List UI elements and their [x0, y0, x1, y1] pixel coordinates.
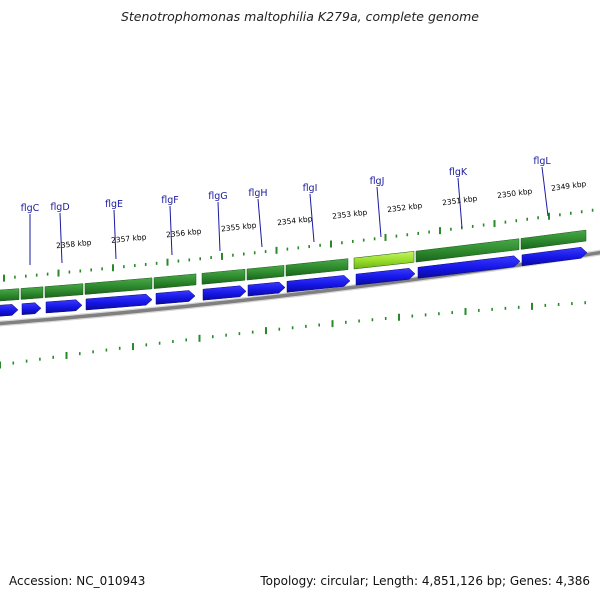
gene-leader — [457, 177, 463, 229]
gene-label: flgD — [50, 202, 69, 213]
kbp-label: 2358 kbp — [56, 238, 92, 250]
gene-arrow — [286, 275, 351, 293]
cds-segment — [0, 288, 20, 302]
cds-segment — [285, 258, 349, 277]
gene-arrow — [0, 304, 19, 317]
gene-leader — [59, 212, 63, 264]
gene-arrow — [521, 246, 588, 267]
gene-leader — [113, 209, 117, 260]
gene-leader — [376, 186, 382, 238]
cds-segment — [84, 277, 153, 295]
cds-segment — [44, 283, 84, 298]
cds-segment — [415, 238, 520, 263]
gene-leader — [257, 198, 263, 248]
accession-text: Accession: NC_010943 — [9, 574, 146, 588]
gene-arrow — [355, 268, 416, 286]
cds-segment — [353, 251, 415, 270]
gene-leader — [541, 166, 549, 217]
kbp-label: 2350 kbp — [497, 187, 533, 201]
cds-segment — [520, 229, 587, 250]
gene-label: flgH — [248, 188, 267, 199]
cds-segment — [20, 286, 44, 300]
gene-label: flgJ — [370, 176, 385, 187]
gene-label: flgG — [208, 191, 227, 202]
gene-arrow — [21, 302, 42, 315]
cds-segment — [201, 268, 246, 285]
gene-leader — [169, 205, 173, 256]
gene-label: flgK — [449, 167, 468, 178]
gene-arrow — [247, 281, 286, 297]
kbp-label: 2352 kbp — [387, 201, 423, 214]
cds-segment — [153, 273, 197, 289]
gene-label: flgF — [161, 195, 178, 206]
gene-arrow — [85, 293, 153, 311]
gene-label: flgE — [105, 199, 123, 210]
kbp-label: 2353 kbp — [332, 208, 368, 221]
kbp-label: 2349 kbp — [551, 179, 587, 193]
cds-segment — [246, 265, 285, 281]
gene-leader — [309, 193, 315, 243]
topology-text: Topology: circular; Length: 4,851,126 bp… — [260, 574, 590, 588]
gene-leader — [217, 201, 221, 252]
gene-label: flgL — [533, 156, 551, 167]
kbp-label: 2354 kbp — [277, 214, 313, 227]
gene-arrow — [417, 255, 521, 279]
gene-arrow — [155, 290, 196, 305]
gene-label: flgI — [303, 183, 318, 194]
gene-arrow — [45, 299, 83, 314]
map-title: Stenotrophomonas maltophilia K279a, comp… — [120, 9, 480, 24]
kbp-label: 2356 kbp — [166, 227, 202, 240]
gene-arrow — [202, 285, 247, 301]
kbp-label: 2357 kbp — [111, 232, 147, 245]
kbp-label: 2351 kbp — [442, 194, 478, 207]
gene-label: flgC — [21, 203, 40, 214]
kbp-label: 2355 kbp — [221, 221, 257, 234]
